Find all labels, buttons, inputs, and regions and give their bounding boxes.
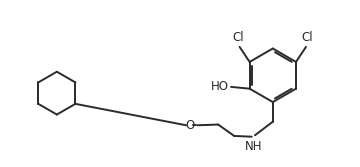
- Text: Cl: Cl: [233, 31, 244, 44]
- Text: HO: HO: [211, 80, 229, 93]
- Text: O: O: [185, 119, 194, 132]
- Text: Cl: Cl: [302, 31, 313, 44]
- Text: NH: NH: [245, 140, 262, 153]
